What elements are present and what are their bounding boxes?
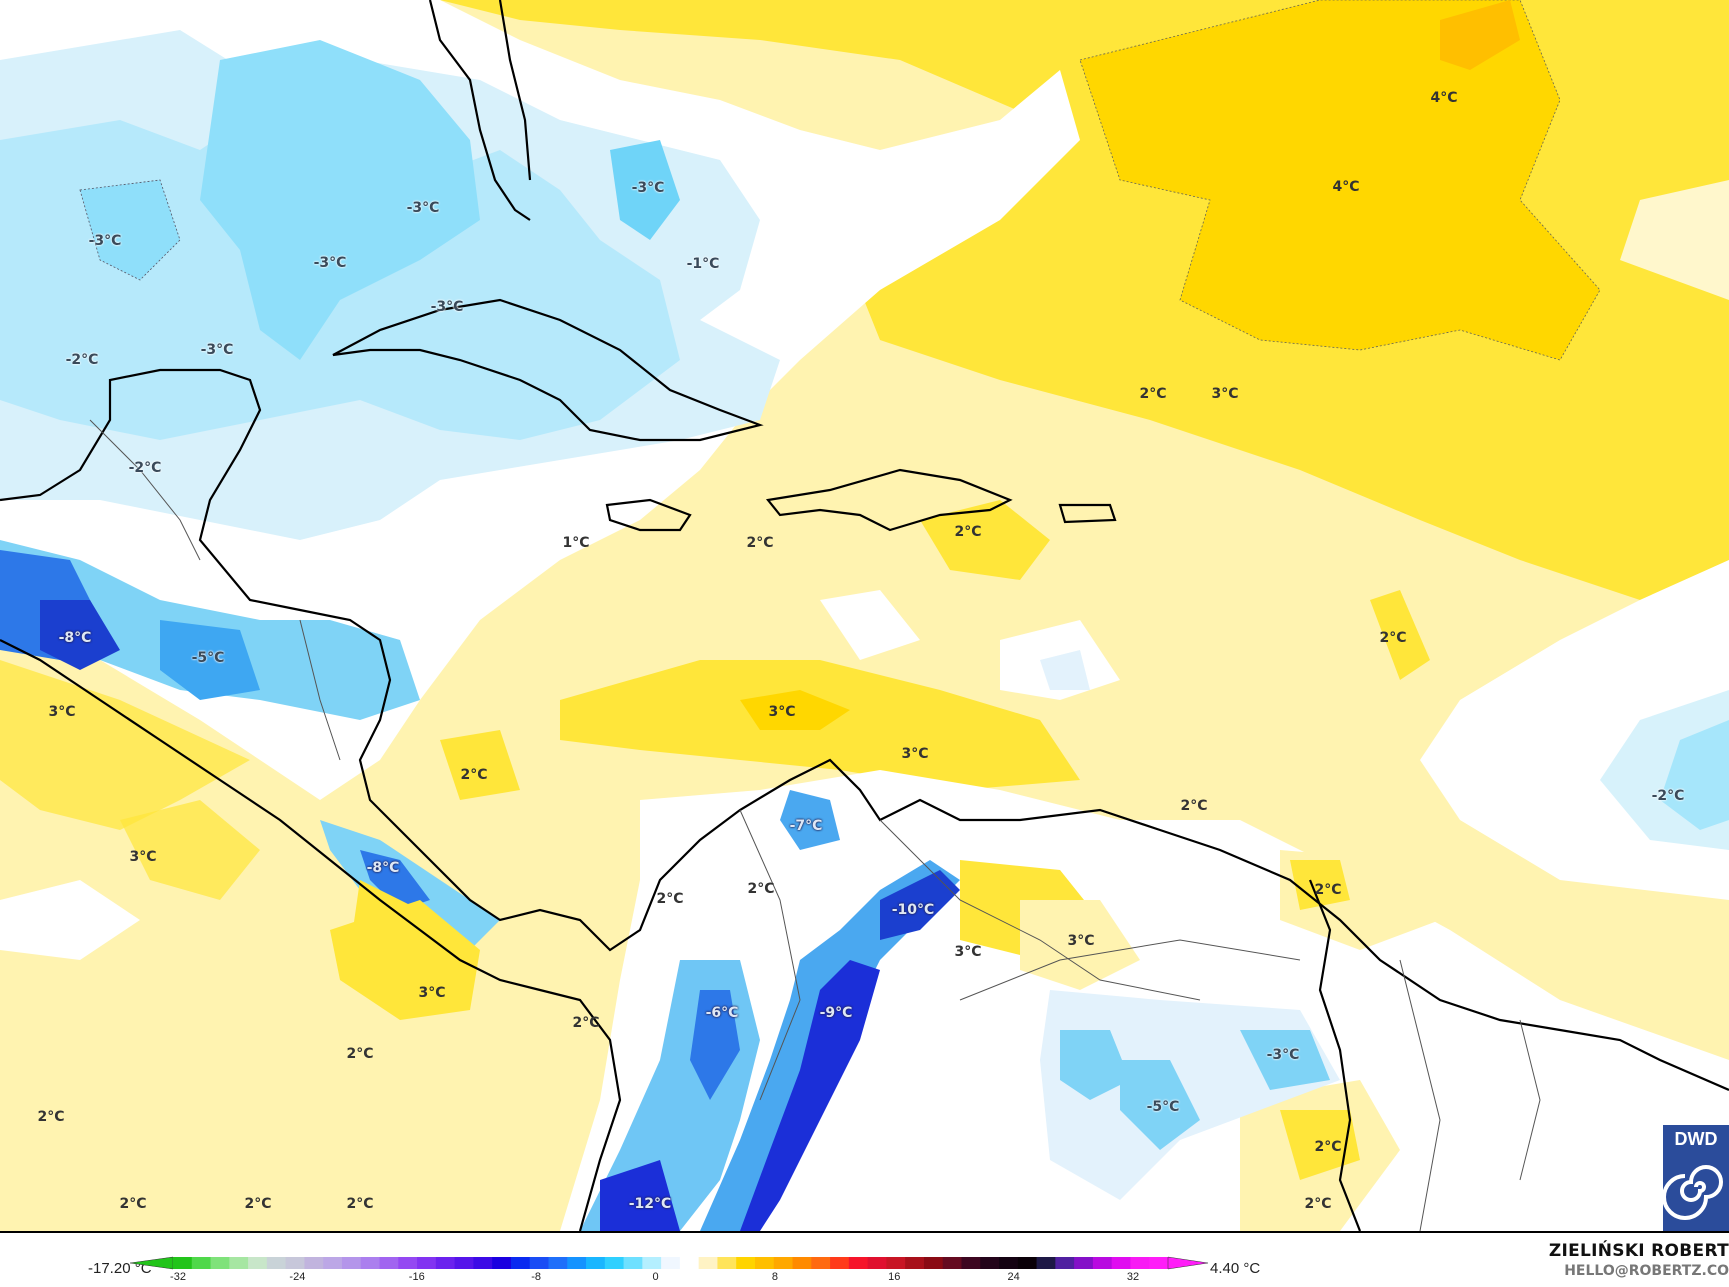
contour-label: 2°C <box>244 1196 272 1212</box>
dwd-logo: DWD <box>1663 1125 1729 1231</box>
contour-label: -1°C <box>686 256 720 272</box>
colorbar-tick-label: -32 <box>170 1271 186 1283</box>
contour-label: -2°C <box>65 352 99 368</box>
colorbar <box>129 1256 1209 1270</box>
contour-label: 2°C <box>1314 1139 1342 1155</box>
contour-label: -3°C <box>200 342 234 358</box>
colorbar-tick-label: 16 <box>888 1271 901 1283</box>
spiral-icon <box>1663 1165 1723 1220</box>
contour-label: 2°C <box>37 1109 65 1125</box>
contour-label: 4°C <box>1430 90 1458 106</box>
contour-label: 2°C <box>747 881 775 897</box>
contour-label: -8°C <box>58 630 92 646</box>
min-value-label: -17.20 °C <box>88 1260 152 1277</box>
dwd-logo-text: DWD <box>1674 1129 1718 1149</box>
contour-label: -3°C <box>313 255 347 271</box>
author-credit: ZIELIŃSKI ROBERT HELLO@ROBERTZ.CO <box>1549 1241 1729 1279</box>
contour-label: -10°C <box>891 902 935 918</box>
contour-label: 2°C <box>656 891 684 907</box>
contour-label: -3°C <box>88 233 122 249</box>
contour-label: -3°C <box>430 299 464 315</box>
contour-label: 2°C <box>1314 882 1342 898</box>
contour-label: -3°C <box>631 180 665 196</box>
contour-label: 3°C <box>129 849 157 865</box>
colorbar-tick-label: -16 <box>408 1271 425 1283</box>
colorbar-legend: -17.20 °C -32 -24 -16 -8 0 8 16 24 32 4.40 °C ZI… <box>0 1233 1729 1287</box>
contour-label: 2°C <box>746 535 774 551</box>
contour-label: -8°C <box>366 860 400 876</box>
contour-label: 2°C <box>1304 1196 1332 1212</box>
contour-label: 3°C <box>48 704 76 720</box>
colorbar-tick-label: -24 <box>289 1271 306 1283</box>
contour-label: -12°C <box>628 1196 672 1212</box>
colorbar-tick-label: -8 <box>531 1271 542 1283</box>
colorbar-tick-label: 0 <box>652 1271 659 1283</box>
contour-label: 2°C <box>1180 798 1208 814</box>
author-email: HELLO@ROBERTZ.CO <box>1564 1263 1729 1279</box>
colorbar-tick-label: 32 <box>1126 1271 1140 1283</box>
colorbar-tick-label: 8 <box>771 1271 778 1283</box>
contour-label: -2°C <box>128 460 162 476</box>
contour-label: -5°C <box>1146 1099 1180 1115</box>
max-value-label: 4.40 °C <box>1210 1260 1261 1277</box>
author-name: ZIELIŃSKI ROBERT <box>1548 1241 1729 1261</box>
contour-label: -3°C <box>406 200 440 216</box>
contour-label: 1°C <box>562 535 590 551</box>
contour-label: 2°C <box>572 1015 600 1031</box>
map-background-shading <box>0 0 1729 1231</box>
contour-label: -6°C <box>705 1005 739 1021</box>
contour-label: 3°C <box>768 704 796 720</box>
contour-label: 2°C <box>954 524 982 540</box>
contour-label: 2°C <box>1379 630 1407 646</box>
contour-label: 3°C <box>1067 933 1095 949</box>
contour-label: 4°C <box>1332 179 1360 195</box>
contour-label: -3°C <box>1266 1047 1300 1063</box>
contour-label: 2°C <box>346 1196 374 1212</box>
contour-label: 2°C <box>346 1046 374 1062</box>
contour-label: 2°C <box>1139 386 1167 402</box>
contour-label: 2°C <box>119 1196 147 1212</box>
contour-label: 3°C <box>1211 386 1239 402</box>
contour-label: -2°C <box>1651 788 1685 804</box>
contour-label: -5°C <box>191 650 225 666</box>
contour-label: 3°C <box>954 944 982 960</box>
contour-label: -7°C <box>789 818 823 834</box>
colorbar-tick-label: 24 <box>1007 1271 1020 1283</box>
contour-label: 3°C <box>901 746 929 762</box>
temperature-map: 4°C 4°C 2°C 3°C 2°C 2°C -2°C 2°C 2°C 3°C 3°C -3°C -5… <box>0 0 1729 1233</box>
contour-label: 2°C <box>460 767 488 783</box>
contour-label: 3°C <box>418 985 446 1001</box>
contour-label: -9°C <box>819 1005 853 1021</box>
